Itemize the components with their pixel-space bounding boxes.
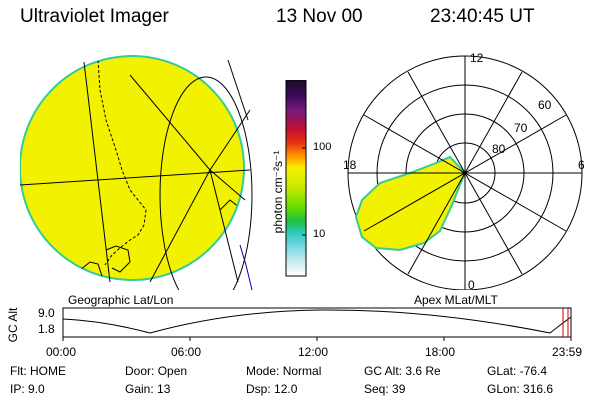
colorbar — [285, 80, 307, 277]
info-value: 3.6 Re — [405, 364, 441, 378]
info-seq: Seq: 39 — [364, 382, 405, 396]
info-label: GC Alt: — [364, 364, 403, 378]
grid-line — [83, 61, 111, 283]
info-glat: GLat: -76.4 — [487, 364, 547, 378]
mlat-label: 80 — [492, 142, 506, 156]
grid-line — [209, 109, 251, 171]
geographic-image — [20, 55, 253, 290]
geographic-panel-label: Geographic Lat/Lon — [68, 293, 174, 307]
info-label: Flt: — [10, 364, 27, 378]
info-glon: GLon: 316.6 — [487, 382, 553, 396]
mlt-label-right: 6 — [578, 158, 585, 172]
info-value: 316.6 — [523, 382, 554, 396]
timeline-xtick: 12:00 — [298, 345, 329, 359]
mlt-line — [363, 114, 567, 232]
info-label: Mode: — [246, 364, 280, 378]
coastline — [105, 245, 131, 273]
grid-line — [159, 76, 253, 290]
info-dsp: Dsp: 12.0 — [246, 382, 297, 396]
info-value: Open — [157, 364, 188, 378]
mlat-label: 70 — [514, 121, 528, 135]
info-value: -76.4 — [519, 364, 548, 378]
header-title: Ultraviolet Imager — [20, 6, 169, 27]
info-label: Gain: — [125, 382, 154, 396]
info-label: GLon: — [487, 382, 520, 396]
timeline-ytick: 1.8 — [38, 322, 55, 336]
info-value: 9.0 — [28, 382, 45, 396]
info-label: Door: — [125, 364, 155, 378]
header-date: 13 Nov 00 — [276, 6, 363, 27]
info-label: Dsp: — [246, 382, 271, 396]
grid-line — [209, 169, 239, 283]
info-gain: Gain: 13 — [125, 382, 170, 396]
colorbar-unit-label: photon cm⁻²s⁻¹ — [271, 150, 285, 234]
timeline-xtick: 23:59 — [552, 345, 583, 359]
grid-line — [20, 169, 251, 186]
colorbar-tick-10: 10 — [313, 228, 326, 240]
info-ip: IP: 9.0 — [10, 382, 45, 396]
grid-line — [227, 59, 249, 121]
timeline-xtick: 06:00 — [171, 345, 202, 359]
info-label: IP: — [10, 382, 25, 396]
mlt-label-top: 12 — [470, 51, 484, 65]
mlt-label-left: 18 — [343, 158, 357, 172]
info-gc-alt: GC Alt: 3.6 Re — [364, 364, 441, 378]
info-value: HOME — [30, 364, 67, 378]
info-value: Normal — [282, 364, 322, 378]
timeline-plot — [62, 307, 572, 341]
polar-plot: 12 18 6 0 60 70 80 — [343, 51, 585, 290]
info-label: Seq: — [364, 382, 389, 396]
info-value: 39 — [392, 382, 406, 396]
info-flt: Flt: HOME — [10, 364, 66, 378]
altitude-curve — [62, 309, 572, 334]
aurora-region-polar — [354, 155, 467, 252]
info-value: 13 — [157, 382, 171, 396]
polar-panel-label: Apex MLat/MLT — [414, 293, 498, 307]
info-door: Door: Open — [125, 364, 187, 378]
colorbar-tick-100: 100 — [313, 141, 332, 153]
coastline — [79, 261, 103, 277]
timeline-xtick: 00:00 — [46, 345, 77, 359]
info-value: 12.0 — [274, 382, 298, 396]
info-mode: Mode: Normal — [246, 364, 321, 378]
info-label: GLat: — [487, 364, 517, 378]
timeline-axis-label: GC Alt — [6, 307, 20, 343]
grid-line — [149, 169, 211, 283]
timeline-ytick: 9.0 — [38, 306, 55, 320]
grid-line — [239, 244, 253, 290]
header-time: 23:40:45 UT — [430, 6, 535, 27]
timeline-xtick: 18:00 — [425, 345, 456, 359]
mlt-label-bottom: 0 — [468, 278, 475, 290]
grid-line — [209, 169, 246, 201]
mlat-label: 60 — [538, 98, 552, 112]
aurora-region-geo — [20, 55, 245, 281]
coastline — [97, 59, 147, 266]
